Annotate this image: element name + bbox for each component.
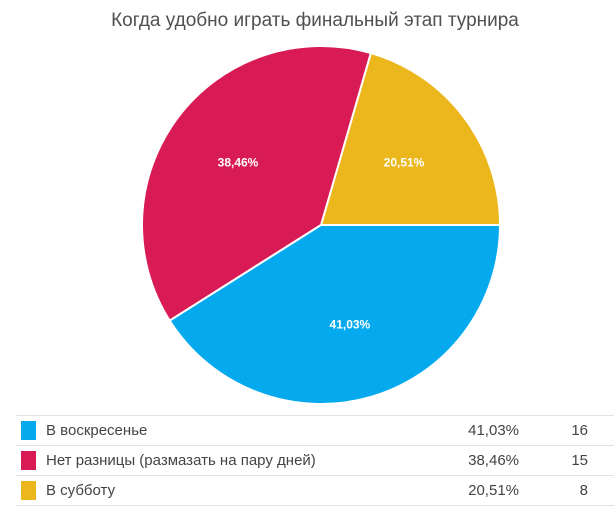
slice-label-no-difference: 38,46% — [218, 156, 259, 170]
legend-row-sunday[interactable]: В воскресенье 41,03% 16 — [16, 416, 614, 446]
legend-percent-no-difference: 38,46% — [468, 452, 519, 469]
pie-slice-sunday[interactable] — [168, 224, 502, 405]
legend-percent-saturday: 20,51% — [468, 482, 519, 499]
legend: В воскресенье 41,03% 16 Нет разницы (раз… — [16, 415, 614, 506]
pie-slice-saturday[interactable] — [319, 51, 502, 226]
legend-swatch-no-difference — [21, 451, 36, 470]
legend-swatch-sunday — [21, 421, 36, 440]
pie-slice-no-difference[interactable] — [141, 45, 373, 323]
legend-row-no-difference[interactable]: Нет разницы (размазать на пару дней) 38,… — [16, 446, 614, 476]
legend-count-saturday: 8 — [579, 482, 588, 499]
legend-count-no-difference: 15 — [571, 452, 588, 469]
legend-swatch-saturday — [21, 481, 36, 500]
slice-label-sunday: 41,03% — [330, 318, 371, 332]
slice-label-saturday: 20,51% — [384, 156, 425, 170]
legend-count-sunday: 16 — [571, 422, 588, 439]
legend-label-no-difference: Нет разницы (размазать на пару дней) — [46, 452, 316, 469]
legend-row-saturday[interactable]: В субботу 20,51% 8 — [16, 476, 614, 506]
legend-label-saturday: В субботу — [46, 482, 116, 499]
pie-chart: 20,51% 38,46% 41,03% — [141, 45, 502, 405]
chart-title: Когда удобно играть финальный этап турни… — [111, 10, 519, 31]
legend-label-sunday: В воскресенье — [46, 422, 148, 439]
legend-percent-sunday: 41,03% — [468, 422, 519, 439]
